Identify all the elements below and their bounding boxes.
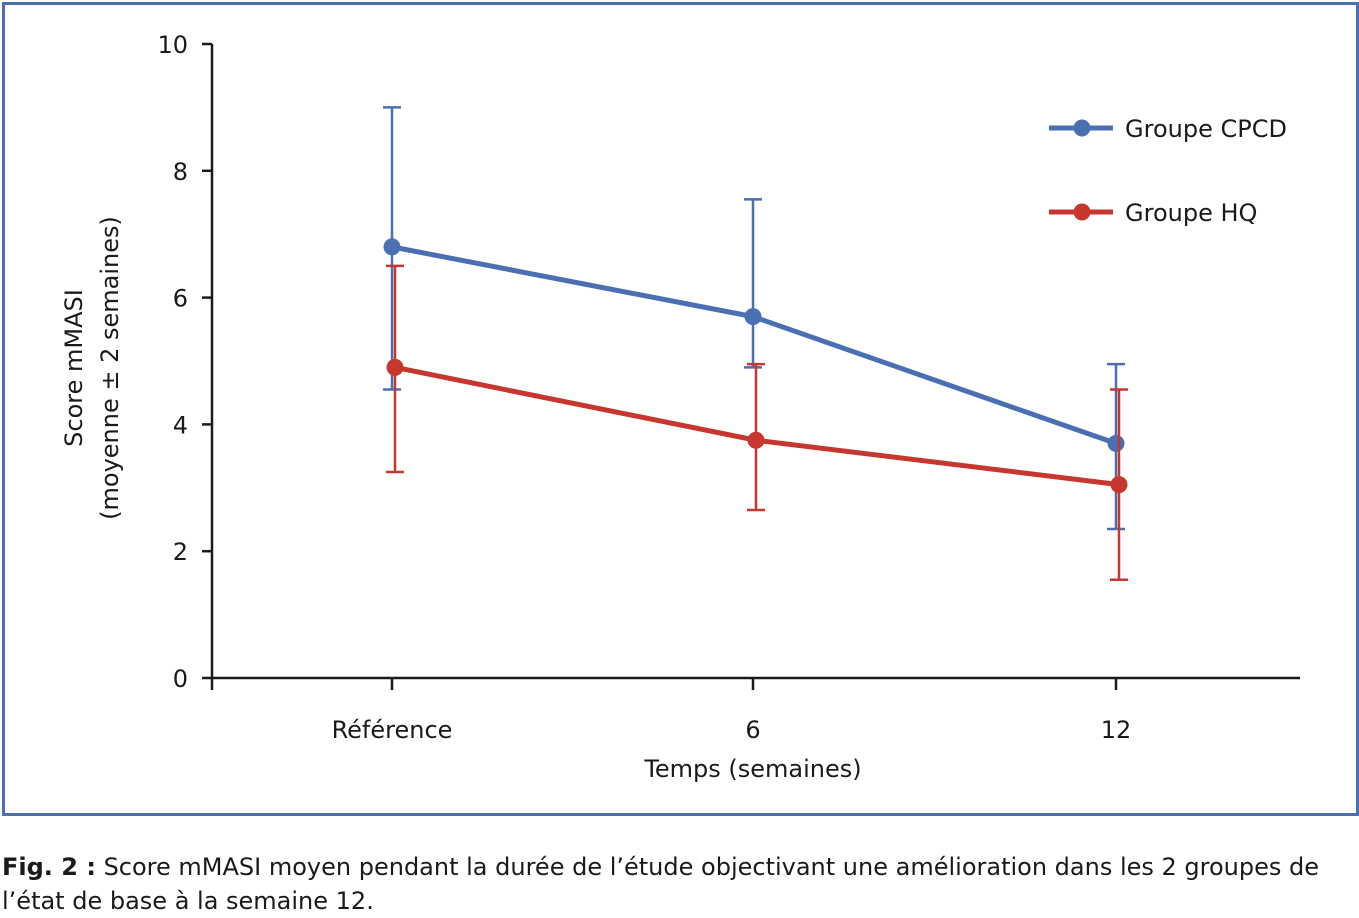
- x-axis-title: Temps (semaines): [643, 755, 861, 783]
- legend: Groupe CPCD Groupe HQ: [1049, 115, 1287, 227]
- figure-caption: Fig. 2 : Score mMASI moyen pendant la du…: [2, 850, 1358, 918]
- chart-frame: [2, 2, 1359, 816]
- y-tick-label: 6: [173, 285, 188, 313]
- x-tick-label: 12: [1101, 716, 1132, 744]
- y-tick-label: 0: [173, 665, 188, 693]
- data-point: [386, 358, 404, 376]
- y-axis-title-line-1: Score mMASI: [60, 289, 88, 447]
- axes: 0 2 4 6 8 10 Référence 6 12: [157, 31, 1300, 744]
- line-chart: 0 2 4 6 8 10 Référence 6 12 Groupe CPCD Groupe HQ…: [60, 31, 1300, 783]
- legend-label: Groupe CPCD: [1125, 115, 1287, 143]
- x-tick-label: Référence: [332, 716, 453, 744]
- y-tick-label: 4: [173, 411, 188, 439]
- figure-caption-text: Score mMASI moyen pendant la durée de l’…: [2, 853, 1320, 915]
- legend-swatch-marker: [1073, 119, 1091, 137]
- data-point: [1107, 434, 1125, 452]
- data-point: [747, 431, 765, 449]
- series-1: [383, 106, 1125, 531]
- y-tick-label: 10: [157, 31, 188, 59]
- y-tick-label: 2: [173, 538, 188, 566]
- legend-label: Groupe HQ: [1125, 199, 1257, 227]
- data-point: [1110, 476, 1128, 494]
- data-point: [744, 308, 762, 326]
- y-tick-label: 8: [173, 158, 188, 186]
- legend-swatch-marker: [1073, 203, 1091, 221]
- x-tick-label: 6: [745, 716, 760, 744]
- series-layer: [383, 106, 1128, 581]
- data-point: [383, 238, 401, 256]
- y-axis-title-line-2: (moyenne ± 2 semaines): [96, 216, 124, 520]
- figure-label: Fig. 2 :: [2, 853, 96, 881]
- series-2: [386, 264, 1128, 581]
- y-axis-title: Score mMASI (moyenne ± 2 semaines): [60, 216, 124, 520]
